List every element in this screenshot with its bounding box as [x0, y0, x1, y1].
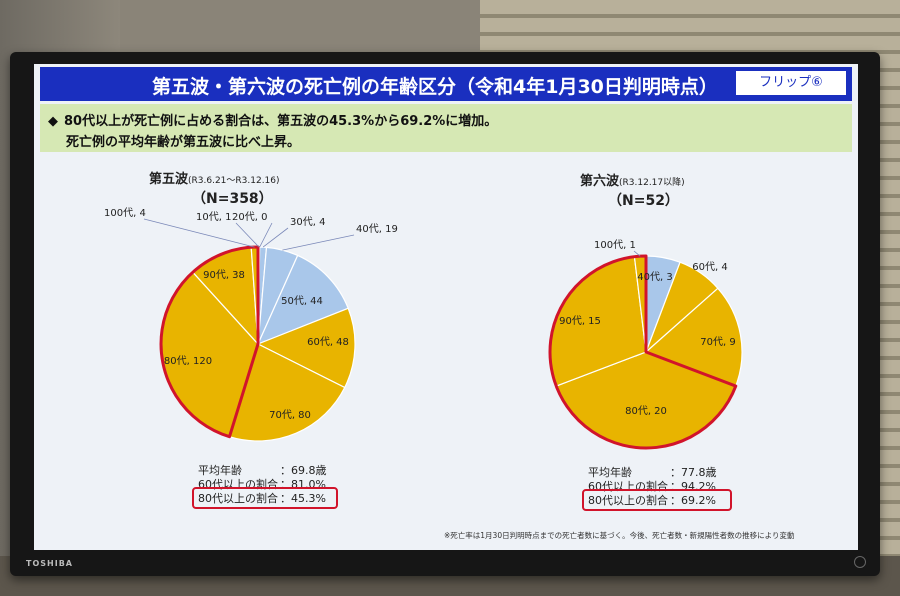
stat-value: ：69.2%	[670, 494, 716, 507]
stat-label: 80代以上の割合	[198, 492, 278, 505]
leader-line-wave6-5	[633, 250, 641, 257]
pie-charts: 10代, 1 20代, 0 30代, 4 40代, 19 50代, 44 60代, 48 7…	[104, 207, 743, 450]
slice-label-wave6-0: 40代, 3	[637, 271, 672, 283]
tv-brand: TOSHIBA	[26, 559, 73, 568]
wave5-n: （N=358）	[192, 191, 273, 207]
slice-label-wave5-6: 70代, 80	[269, 409, 311, 421]
stat-value: ：69.8歳	[280, 464, 327, 477]
stat-label: 80代以上の割合	[588, 494, 668, 507]
power-indicator-icon	[854, 556, 866, 568]
slide-screen: 第五波・第六波の死亡例の年齢区分（令和4年1月30日判明時点） フリップ⑥ ◆ 8…	[34, 64, 858, 550]
pie-slice-wave6-2	[644, 287, 743, 387]
title-bar: 第五波・第六波の死亡例の年齢区分（令和4年1月30日判明時点） フリップ⑥	[40, 67, 852, 101]
wave5-period: (R3.6.21～R3.12.16)	[188, 176, 280, 186]
stat-value: ：45.3%	[280, 492, 326, 505]
leader-line-wave5-0	[235, 222, 260, 248]
wave6-stat-80plus: 80代以上の割合 ：69.2%	[588, 492, 716, 508]
slice-label-wave6-1: 60代, 4	[692, 261, 727, 273]
pie-slice-wave5-4	[256, 254, 349, 346]
wave6-stat-mean-age: 平均年齢 ：77.8歳	[588, 464, 717, 480]
wave5-title: 第五波(R3.6.21～R3.12.16)	[149, 168, 280, 187]
pie-slice-wave5-5	[256, 307, 356, 389]
wave6-title: 第六波(R3.12.17以降)	[580, 170, 685, 189]
summary-line-2: 死亡例の平均年齢が第五波に比べ上昇。	[66, 135, 301, 150]
summary-box: ◆ 80代以上が死亡例に占める割合は、第五波の45.3%から69.2%に増加。 死…	[40, 104, 852, 152]
summary-line-1: ◆ 80代以上が死亡例に占める割合は、第五波の45.3%から69.2%に増加。	[48, 110, 497, 129]
slice-label-wave5-5: 60代, 48	[307, 336, 349, 348]
leader-line-wave5-2	[262, 227, 289, 248]
summary-line-1-text: 80代以上が死亡例に占める割合は、第五波の45.3%から69.2%に増加。	[64, 114, 498, 129]
stat-value: ：77.8歳	[670, 466, 717, 479]
stat-label: 平均年齢	[198, 464, 242, 477]
slide-title: 第五波・第六波の死亡例の年齢区分（令和4年1月30日判明時点）	[152, 76, 718, 98]
slice-label-wave6-2: 70代, 9	[700, 336, 735, 348]
slice-label-wave5-9: 100代, 4	[104, 207, 146, 219]
flip-label: フリップ⑥	[736, 71, 846, 95]
pie-slice-wave5-6	[228, 343, 346, 442]
tv-monitor: TOSHIBA 第五波・第六波の死亡例の年齢区分（令和4年1月30日判明時点） …	[10, 52, 880, 576]
slice-label-wave5-3: 40代, 19	[356, 223, 398, 235]
highlight-outline-wave6	[548, 254, 738, 450]
wave5-stat-80plus: 80代以上の割合 ：45.3%	[198, 490, 326, 506]
slice-label-wave5-7: 80代, 120	[164, 355, 212, 367]
slice-label-wave5-8: 90代, 38	[203, 269, 245, 281]
slice-label-wave5-2: 30代, 4	[290, 216, 325, 228]
wave5-highlight-box	[192, 487, 338, 509]
slice-label-wave6-4: 90代, 15	[559, 315, 601, 327]
wave6-highlight-box	[582, 489, 732, 511]
stat-label: 平均年齢	[588, 466, 632, 479]
slice-label-wave6-3: 80代, 20	[625, 405, 667, 417]
wave6-period: (R3.12.17以降)	[619, 178, 685, 188]
wave6-n: （N=52）	[608, 193, 679, 209]
leader-line-wave5-1	[259, 222, 273, 248]
diamond-bullet-icon: ◆	[48, 114, 58, 129]
leader-line-wave5-9	[143, 218, 255, 248]
slice-label-wave5-1: 20代, 0	[232, 211, 267, 223]
footnote: ※死亡率は1月30日判明時点までの死亡者数に基づく。今後、死亡者数・新規陽性者数…	[444, 531, 795, 540]
wave5-name: 第五波	[149, 172, 189, 187]
slice-label-wave6-5: 100代, 1	[594, 239, 636, 251]
wave6-name: 第六波	[580, 174, 620, 189]
leader-line-wave5-3	[282, 234, 355, 251]
wave5-stat-mean-age: 平均年齢 ：69.8歳	[198, 462, 327, 478]
slice-label-wave5-0: 10代, 1	[196, 211, 231, 223]
slice-label-wave5-4: 50代, 44	[281, 295, 323, 307]
highlight-outline-wave5	[159, 245, 260, 439]
